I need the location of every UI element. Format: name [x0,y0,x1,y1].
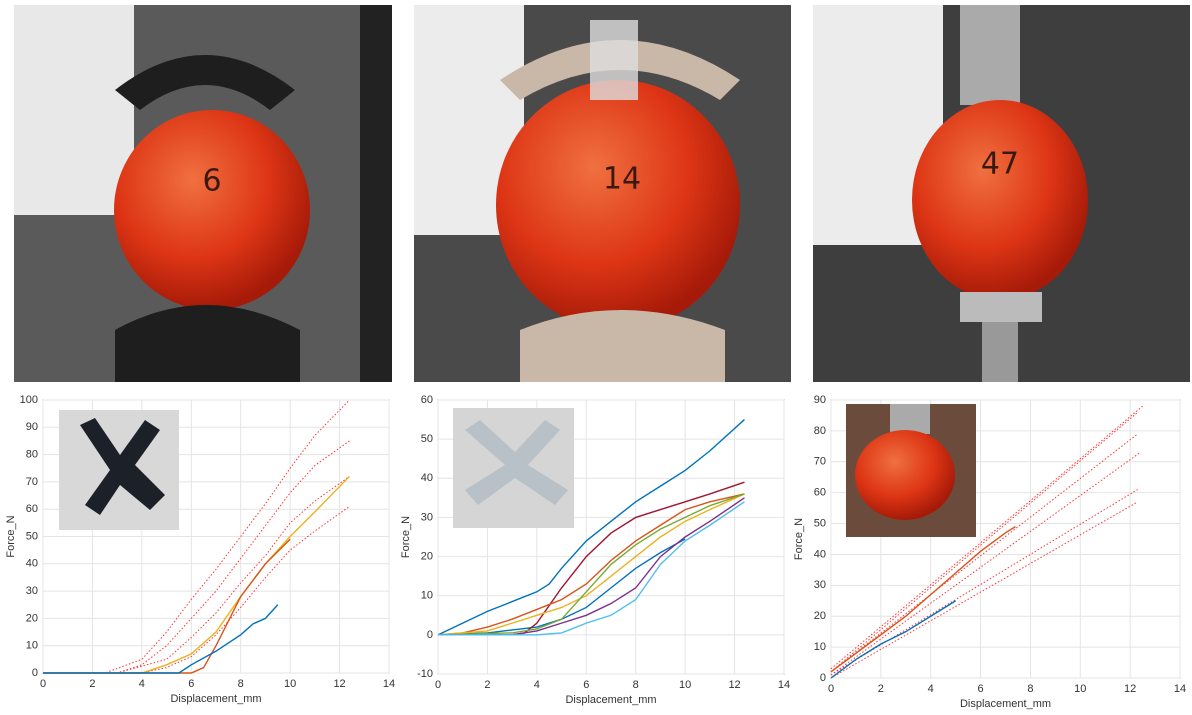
x-tick-label: 10 [284,678,296,690]
y-tick-label: 50 [814,517,826,529]
x-tick-label: 4 [928,683,934,695]
y-tick-label: 30 [814,579,826,591]
x-tick-label: 12 [728,679,740,691]
x-tick-label: 8 [633,679,639,691]
y-axis-label: Force_N [5,515,17,557]
x-tick-label: 12 [333,678,345,690]
figure: 6 14 47 02468101214010203040506070809010… [0,0,1192,715]
y-tick-label: 0 [427,629,433,641]
x-tick-label: 10 [679,679,691,691]
y-tick-label: 50 [26,530,38,542]
y-tick-label: 30 [421,511,433,523]
tomato-label: 6 [202,164,221,199]
y-tick-label: 60 [814,487,826,499]
x-tick-label: 2 [484,679,490,691]
y-tick-label: 20 [26,612,38,624]
x-tick-label: 0 [40,678,46,690]
y-tick-label: 60 [421,394,433,406]
y-tick-label: 20 [421,550,433,562]
x-tick-label: 14 [1174,683,1186,695]
y-axis-label: Force_N [400,516,412,558]
y-tick-label: 0 [32,667,38,679]
inset-2 [453,408,574,528]
y-tick-label: 90 [814,394,826,406]
x-tick-label: 10 [1074,683,1086,695]
y-tick-label: 90 [26,421,38,433]
photo-3: 47 [813,5,1190,382]
x-tick-label: 12 [1124,683,1136,695]
x-tick-label: 6 [188,678,194,690]
x-tick-label: 14 [778,679,790,691]
y-tick-label: 70 [26,476,38,488]
x-axis-label: Displacement_mm [170,693,261,705]
x-tick-label: 0 [435,679,441,691]
x-tick-label: 8 [238,678,244,690]
photo-1: 6 [14,5,392,382]
x-tick-label: 6 [583,679,589,691]
y-tick-label: 60 [26,503,38,515]
x-tick-label: 4 [139,678,145,690]
y-tick-label: 40 [814,548,826,560]
y-tick-label: 0 [820,672,826,684]
y-tick-label: 80 [814,425,826,437]
x-tick-label: 0 [828,683,834,695]
x-tick-label: 14 [383,678,395,690]
y-axis-label: Force_N [793,518,805,560]
x-tick-label: 2 [878,683,884,695]
y-tick-label: 20 [814,610,826,622]
y-tick-label: 40 [421,472,433,484]
inset-3 [846,404,976,537]
y-tick-label: 100 [20,394,38,406]
y-tick-label: 30 [26,585,38,597]
y-tick-label: 10 [421,590,433,602]
y-tick-label: 80 [26,449,38,461]
tomato-label: 14 [603,162,641,197]
x-tick-label: 6 [978,683,984,695]
x-axis-label: Displacement_mm [565,694,656,706]
inset-1 [59,410,179,530]
y-tick-label: 40 [26,558,38,570]
x-tick-label: 2 [89,678,95,690]
tomato-label: 47 [981,147,1019,182]
y-tick-label: -10 [417,668,433,680]
x-tick-label: 8 [1027,683,1033,695]
x-tick-label: 4 [534,679,540,691]
y-tick-label: 10 [814,641,826,653]
y-tick-label: 10 [26,640,38,652]
y-tick-label: 50 [421,433,433,445]
photo-2: 14 [414,5,791,382]
x-axis-label: Displacement_mm [960,698,1051,710]
y-tick-label: 70 [814,456,826,468]
